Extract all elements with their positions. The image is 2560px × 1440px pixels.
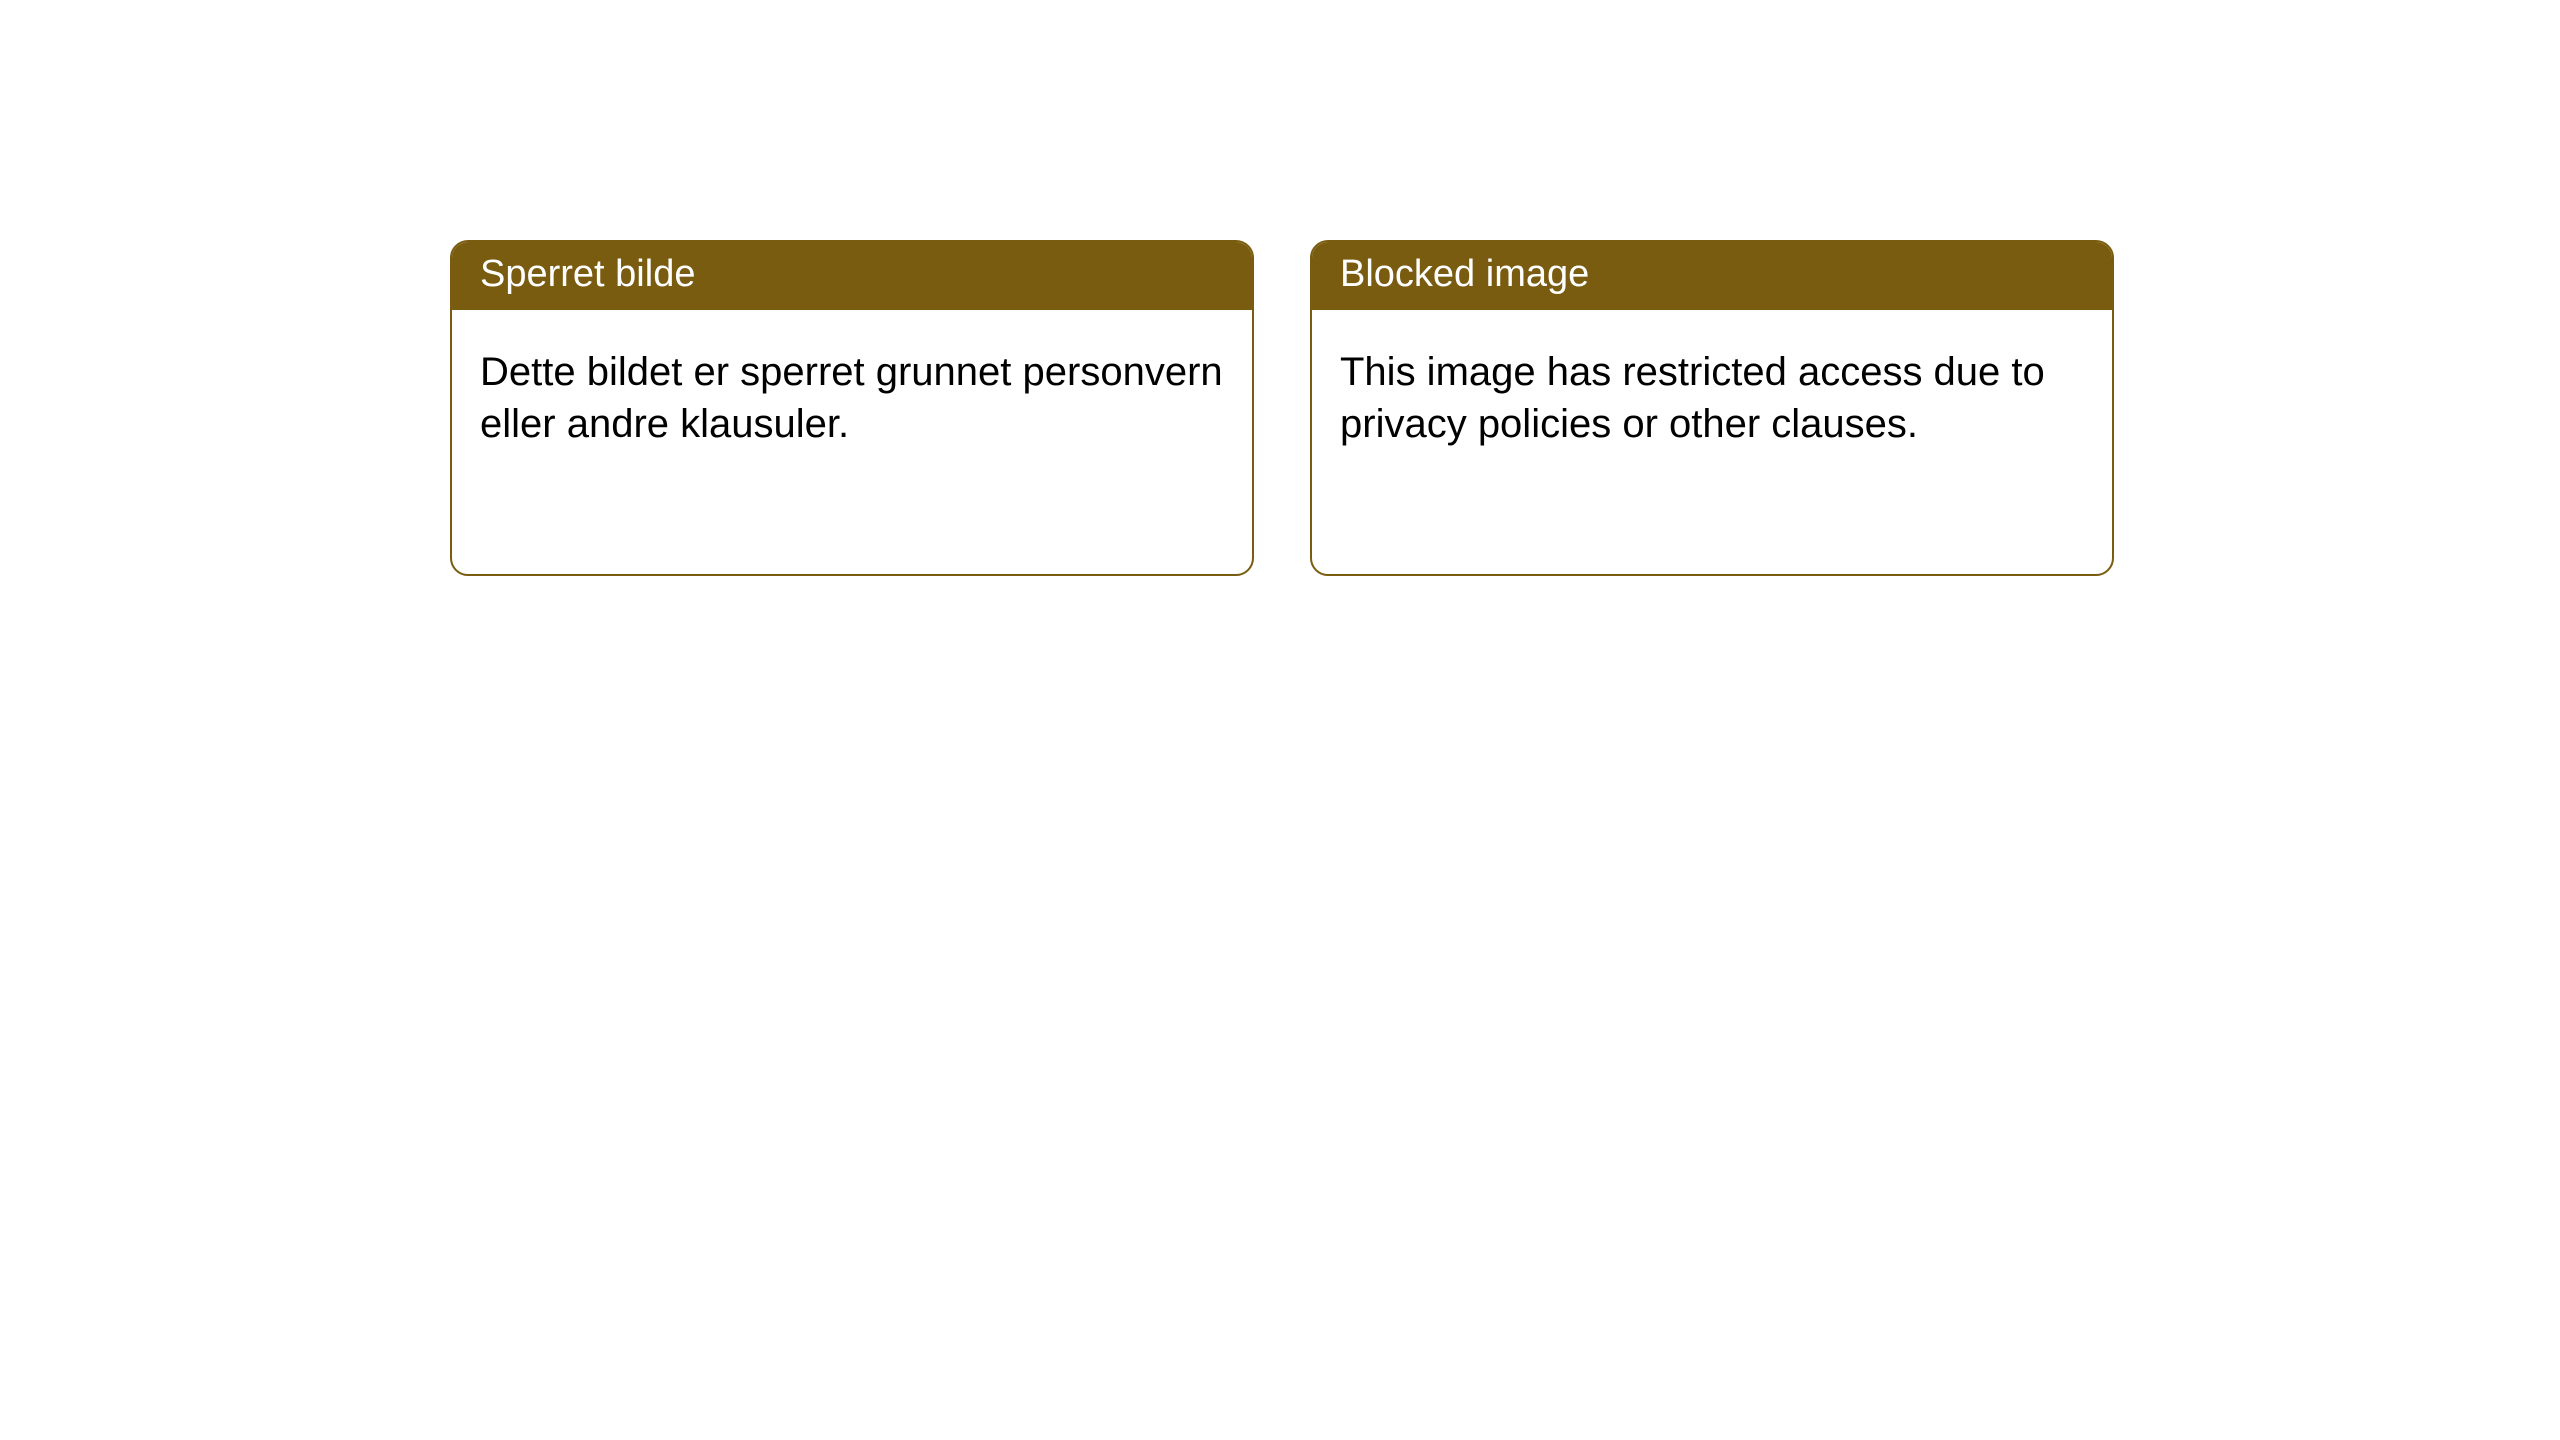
notice-card-no: Sperret bilde Dette bildet er sperret gr… — [450, 240, 1254, 576]
notice-card-body-en: This image has restricted access due to … — [1312, 310, 2112, 472]
notice-card-en: Blocked image This image has restricted … — [1310, 240, 2114, 576]
notice-card-body-no: Dette bildet er sperret grunnet personve… — [452, 310, 1252, 472]
notice-card-title-en: Blocked image — [1312, 242, 2112, 310]
notice-container: Sperret bilde Dette bildet er sperret gr… — [0, 0, 2560, 576]
notice-card-title-no: Sperret bilde — [452, 242, 1252, 310]
